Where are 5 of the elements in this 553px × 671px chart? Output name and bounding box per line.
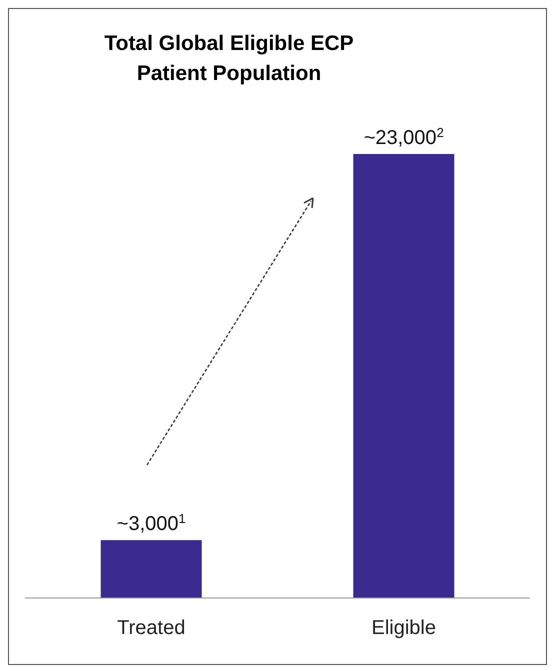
- x-tick-label: Treated: [117, 617, 186, 640]
- x-tick-label: Eligible: [372, 617, 436, 640]
- chart-title: Total Global Eligible ECP Patient Population: [103, 31, 355, 87]
- data-label: ~3,000$^{1}$: [116, 510, 186, 536]
- data-label: ~23,000$^{2}$: [364, 124, 444, 149]
